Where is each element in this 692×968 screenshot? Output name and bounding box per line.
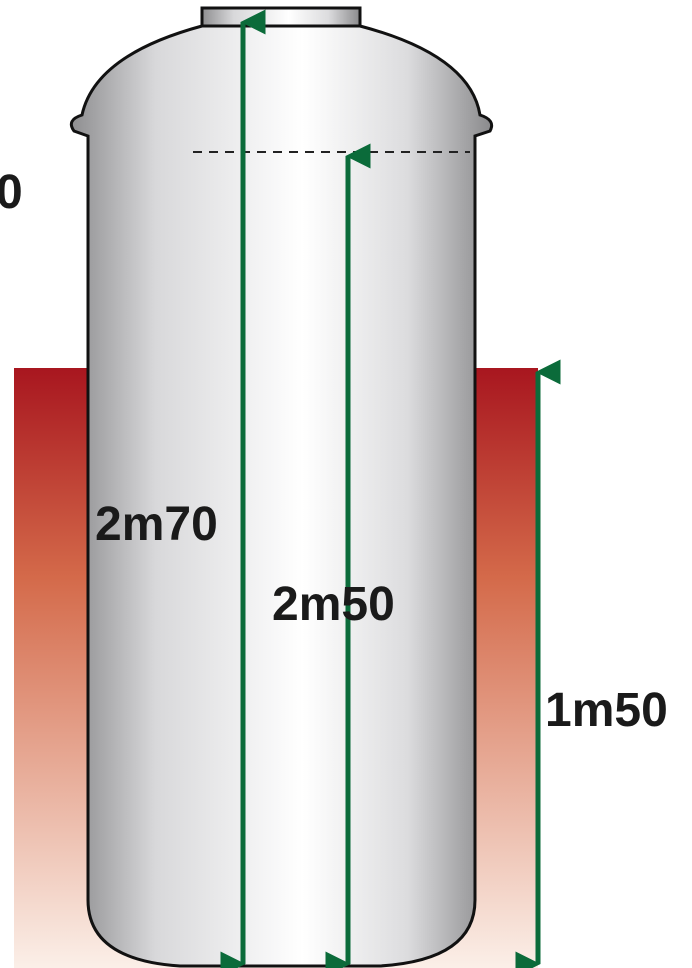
partial-label: 0 xyxy=(0,166,23,219)
usable-height-label: 2m50 xyxy=(272,578,395,631)
buried-depth-label: 1m50 xyxy=(545,684,668,737)
total-height-label: 2m70 xyxy=(95,498,218,551)
tank-body xyxy=(69,24,494,968)
